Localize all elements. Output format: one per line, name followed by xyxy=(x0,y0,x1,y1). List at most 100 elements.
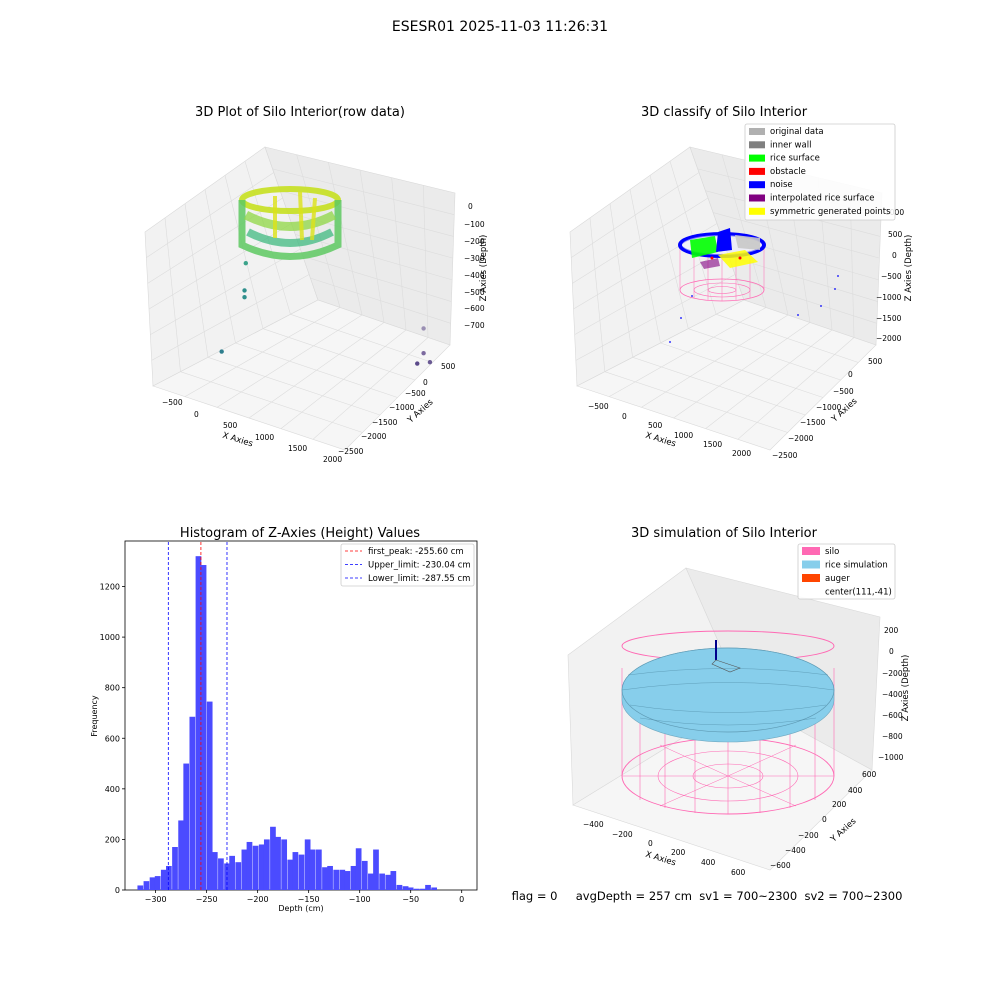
legend-swatch xyxy=(749,154,765,162)
legend-label: obstacle xyxy=(770,167,806,177)
hist-bar xyxy=(333,869,340,890)
cls-obstacle-point xyxy=(738,256,742,260)
sim-ytick: 400 xyxy=(848,786,863,795)
sim-ytick: −400 xyxy=(785,846,806,855)
legend-swatch xyxy=(802,574,820,582)
hist-bar xyxy=(172,847,178,890)
hist-bar xyxy=(189,716,196,890)
hist-bar xyxy=(241,849,248,890)
grid-line xyxy=(146,172,274,258)
hist-bar xyxy=(178,820,184,890)
grid-line xyxy=(248,322,385,419)
hist-reference-lines xyxy=(167,541,228,890)
grid-line xyxy=(295,234,453,281)
hist-xtick-label: 0 xyxy=(459,895,464,904)
hist-legend-label: first_peak: -255.60 cm xyxy=(368,547,464,557)
raw-xtick: 1000 xyxy=(255,433,274,442)
raw-cloud-band-1 xyxy=(243,210,337,231)
legend-label: rice surface xyxy=(770,154,820,164)
hist-bar xyxy=(211,852,218,890)
hist-bar xyxy=(385,874,392,890)
raw-ytick: −1500 xyxy=(372,418,398,427)
sim-xtick: −200 xyxy=(612,830,633,839)
hist-bar xyxy=(258,844,265,890)
hist-bar xyxy=(149,877,156,890)
hist-ytick-label: 1000 xyxy=(100,633,120,642)
cls-ytick: 500 xyxy=(868,357,883,366)
footer-status-text: flag = 0 avgDepth = 257 cm sv1 = 700~230… xyxy=(512,889,903,903)
raw-outlier-point xyxy=(415,361,420,366)
hist-bar xyxy=(413,888,420,890)
legend-swatch xyxy=(749,194,765,202)
grid-line xyxy=(359,169,385,323)
raw-ztick: −400 xyxy=(464,271,485,280)
cls-grid xyxy=(571,154,882,440)
sim-rice-surface xyxy=(621,647,835,743)
sim-zlabel: Z Axies (Depth) xyxy=(901,655,911,722)
sim-ztick: −200 xyxy=(882,669,903,678)
cls-symmetric-points xyxy=(718,250,758,268)
hist-bar xyxy=(390,871,397,890)
hist-bar xyxy=(287,859,294,890)
hist-bar xyxy=(166,865,172,890)
hist-bar xyxy=(350,865,357,890)
legend-swatch xyxy=(749,181,765,189)
hist-bar xyxy=(154,876,161,890)
panel-simulation-3d: 3D simulation of Silo Interior −400 −200… xyxy=(567,526,911,877)
sim-ztick: 0 xyxy=(889,647,894,656)
grid-line xyxy=(737,337,855,440)
hist-ytick-label: 0 xyxy=(115,886,120,895)
hist-xtick-label: −250 xyxy=(196,895,218,904)
cls-xtick: 2000 xyxy=(732,449,751,458)
cls-cylinder-ribs xyxy=(679,245,765,301)
hist-axes-frame xyxy=(124,540,478,891)
grid-line xyxy=(151,274,310,361)
grid-line xyxy=(312,337,429,440)
hist-ytick-label: 600 xyxy=(105,734,120,743)
hist-bar xyxy=(315,849,322,890)
grid-line xyxy=(280,190,454,237)
raw-outlier-point xyxy=(242,288,247,293)
grid-line xyxy=(184,307,341,397)
sim-xtick: 200 xyxy=(671,848,686,857)
legend-swatch xyxy=(749,128,765,135)
hist-bar xyxy=(183,763,190,890)
raw-ztick: −100 xyxy=(464,220,485,229)
legend-label: symmetric generated points xyxy=(770,207,891,217)
hist-bar xyxy=(431,887,438,890)
cls-xtick: 1000 xyxy=(674,431,693,440)
hist-bar xyxy=(327,865,333,890)
hist-xtick-label: −150 xyxy=(298,895,320,904)
cls-ytick: −500 xyxy=(833,387,854,396)
legend-swatch xyxy=(802,560,820,569)
sim-ytick: 600 xyxy=(862,770,877,779)
hist-bar xyxy=(224,863,230,890)
raw-ztick: −200 xyxy=(464,237,485,246)
hist-bar xyxy=(407,887,414,890)
hist-bar xyxy=(246,841,253,890)
panel-raw-title: 3D Plot of Silo Interior(row data) xyxy=(195,105,405,120)
sim-xtick: 600 xyxy=(731,868,746,877)
legend-swatch xyxy=(749,141,765,149)
cls-xtick: 1500 xyxy=(703,440,722,449)
raw-ytick: 0 xyxy=(423,378,428,387)
cls-noise-blob xyxy=(716,228,732,252)
grid-line xyxy=(713,212,880,259)
cls-ytick: −1000 xyxy=(816,403,842,412)
sim-title: 3D simulation of Silo Interior xyxy=(631,526,818,541)
cls-zlabel: Z Axies (Depth) xyxy=(904,235,914,302)
cls-ztick: −1000 xyxy=(876,293,902,302)
sim-auger-blade xyxy=(711,659,741,673)
raw-xtick: 500 xyxy=(223,421,238,430)
sim-rice-top xyxy=(621,647,835,733)
cls-ytick: 0 xyxy=(848,370,853,379)
grid-line xyxy=(328,162,363,316)
grid-line xyxy=(296,154,341,308)
grid-line xyxy=(571,172,700,258)
grid-line xyxy=(280,329,407,429)
grid-line xyxy=(310,277,451,324)
legend-label: rice simulation xyxy=(825,561,888,571)
hist-xtick-label: −100 xyxy=(349,895,371,904)
raw-outlier-point xyxy=(219,349,224,354)
hist-bar xyxy=(218,858,224,890)
